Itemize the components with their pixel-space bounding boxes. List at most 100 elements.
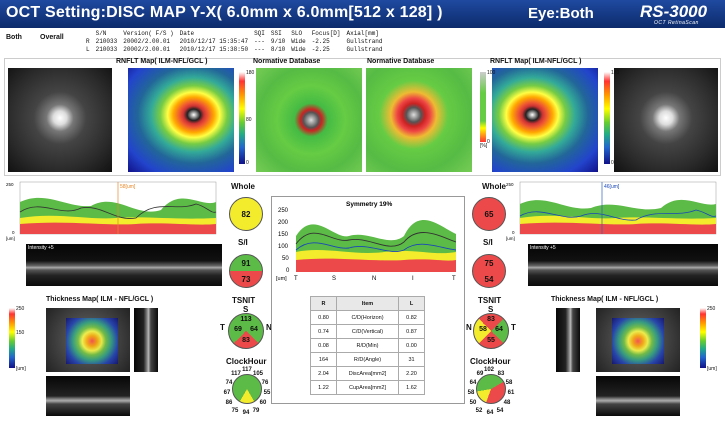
- thickness-colorbar-left: [700, 308, 706, 368]
- norm-title-left: Normative Database: [367, 58, 435, 65]
- clock-val: 86: [225, 400, 233, 406]
- clock-val: 55: [263, 390, 271, 396]
- thickness-map-left: [612, 318, 664, 364]
- info-cell: ---: [254, 46, 265, 53]
- si-label-left: S/I: [483, 238, 493, 247]
- info-eye: Both: [6, 34, 22, 41]
- info-cell: 2010/12/17 15:38:50: [179, 46, 249, 53]
- whole-circle-left: 65: [472, 197, 506, 231]
- y-tick: 200: [278, 220, 289, 226]
- clock-val: 117: [231, 371, 241, 377]
- table-cell: 1.62: [398, 380, 425, 395]
- info-cell: Wide: [291, 46, 306, 53]
- info-col: Axial[mm]: [346, 30, 379, 37]
- clock-val: 58: [505, 380, 513, 386]
- clock-val: 102: [483, 367, 494, 373]
- clock-val: 54: [496, 408, 504, 414]
- clock-val: 61: [507, 390, 515, 396]
- info-cell: -2.25: [311, 46, 330, 53]
- table-cell: DiscArea[mm2]: [336, 366, 399, 381]
- whole-value-left: 65: [484, 210, 494, 219]
- tsnit-s-right: S: [243, 305, 249, 314]
- info-col: SLO: [291, 30, 303, 37]
- table-cell: R/D(Angle): [336, 352, 399, 367]
- si-s-value-right: 91: [241, 259, 251, 268]
- x-tick: S: [332, 276, 336, 282]
- thick-tick: 150: [16, 330, 25, 336]
- eye-label: Eye:Both: [528, 5, 594, 22]
- disc-parameters-table: R Item L 0.80 C/D(Horizon) 0.82 0.74 C/D(Ve…: [310, 296, 425, 395]
- whole-label-left: Whole: [482, 182, 506, 191]
- info-cell: 210033: [95, 38, 118, 45]
- clock-val: 50: [469, 400, 477, 406]
- clock-val: 79: [252, 408, 260, 414]
- page-title: OCT Setting:DISC MAP Y-X( 6.0mm x 6.0mm[…: [6, 4, 443, 21]
- vertical-scan-right: [134, 308, 158, 372]
- table-cell: 0.74: [310, 324, 337, 339]
- oct-bscan-left: Intensity +5: [528, 244, 718, 286]
- rnfl-tick: 180: [246, 70, 255, 76]
- tsnit-i-val: 55: [487, 337, 495, 344]
- rnfl-tick-left: 180: [611, 70, 620, 76]
- symmetry-title: Symmetry 19%: [346, 201, 392, 208]
- table-header: L: [398, 296, 425, 311]
- tsnit-s-val: 113: [240, 316, 252, 323]
- tsnit-n-left: N: [466, 323, 472, 332]
- vertical-scan-left: [556, 308, 580, 372]
- thickness-colorbar-right: [9, 308, 15, 368]
- y-tick: 150: [278, 232, 289, 238]
- top-maps-panel: [4, 58, 721, 176]
- table-cell: 1.22: [310, 380, 337, 395]
- tsnit-t-left: T: [511, 323, 516, 332]
- info-cell: -2.25: [311, 38, 330, 45]
- clock-val: 69: [476, 371, 484, 377]
- scan-info-table: S/N Version( F/S ) Date SQI SSI SLO Focu…: [86, 30, 389, 54]
- info-col: SQI: [254, 30, 265, 37]
- info-col: Focus[D]: [311, 30, 341, 37]
- clock-val: 67: [223, 390, 231, 396]
- rnfl-map-right: [128, 68, 234, 172]
- oct-label: Intensity +5: [530, 245, 556, 251]
- thick-unit: [um]: [16, 366, 26, 372]
- y-tick: 0: [286, 268, 290, 274]
- table-cell: 0.00: [398, 338, 425, 353]
- brand-logo: RS-3000: [640, 2, 708, 21]
- rnfl-colorbar-left: [604, 72, 610, 164]
- clock-val: 48: [503, 400, 511, 406]
- info-cell: Gullstrand: [346, 38, 383, 45]
- clock-val: 64: [486, 410, 494, 416]
- tsnit-circle-left: 83 58 64 55: [473, 313, 509, 349]
- x-unit: [um]: [506, 236, 515, 241]
- table-cell: 164: [310, 352, 337, 367]
- x-tick: T: [452, 276, 456, 282]
- clock-val: 76: [261, 380, 269, 386]
- clock-val: 52: [475, 408, 483, 414]
- whole-circle-right: 82: [229, 197, 263, 231]
- thickness-title-left: Thickness Map( ILM - NFL/GCL ): [551, 296, 659, 303]
- norm-unit: [%]: [480, 143, 488, 149]
- si-label-right: S/I: [238, 238, 248, 247]
- marker-label-left: 46[um]: [604, 184, 620, 190]
- x-tick: N: [372, 276, 376, 282]
- x-tick: T: [294, 276, 298, 282]
- clock-label-right: ClockHour: [226, 357, 267, 366]
- thick-tick: 250: [16, 306, 25, 312]
- y-tick: 0: [512, 230, 515, 235]
- normative-map-right: [256, 68, 362, 172]
- table-cell: 0.82: [398, 310, 425, 325]
- table-header: Item: [336, 296, 399, 311]
- table-cell: 0.08: [310, 338, 337, 353]
- clock-label-left: ClockHour: [470, 357, 511, 366]
- thickness-map-right: [66, 318, 118, 364]
- info-col: SSI: [270, 30, 282, 37]
- norm-tick: 0: [487, 139, 490, 145]
- oct-label: Intensity +5: [28, 245, 54, 251]
- horizontal-scan-right: [46, 376, 130, 416]
- info-cell: 2010/12/17 15:35:47: [179, 38, 249, 45]
- tsnit-t-val: 69: [234, 326, 242, 333]
- rnfl-tick-left: 0: [611, 160, 614, 166]
- tsnit-n-val: 58: [479, 326, 487, 333]
- y-tick: 50: [282, 256, 289, 262]
- marker-label-right: 58[um]: [120, 184, 136, 190]
- thick-unit: [um]: [707, 366, 717, 372]
